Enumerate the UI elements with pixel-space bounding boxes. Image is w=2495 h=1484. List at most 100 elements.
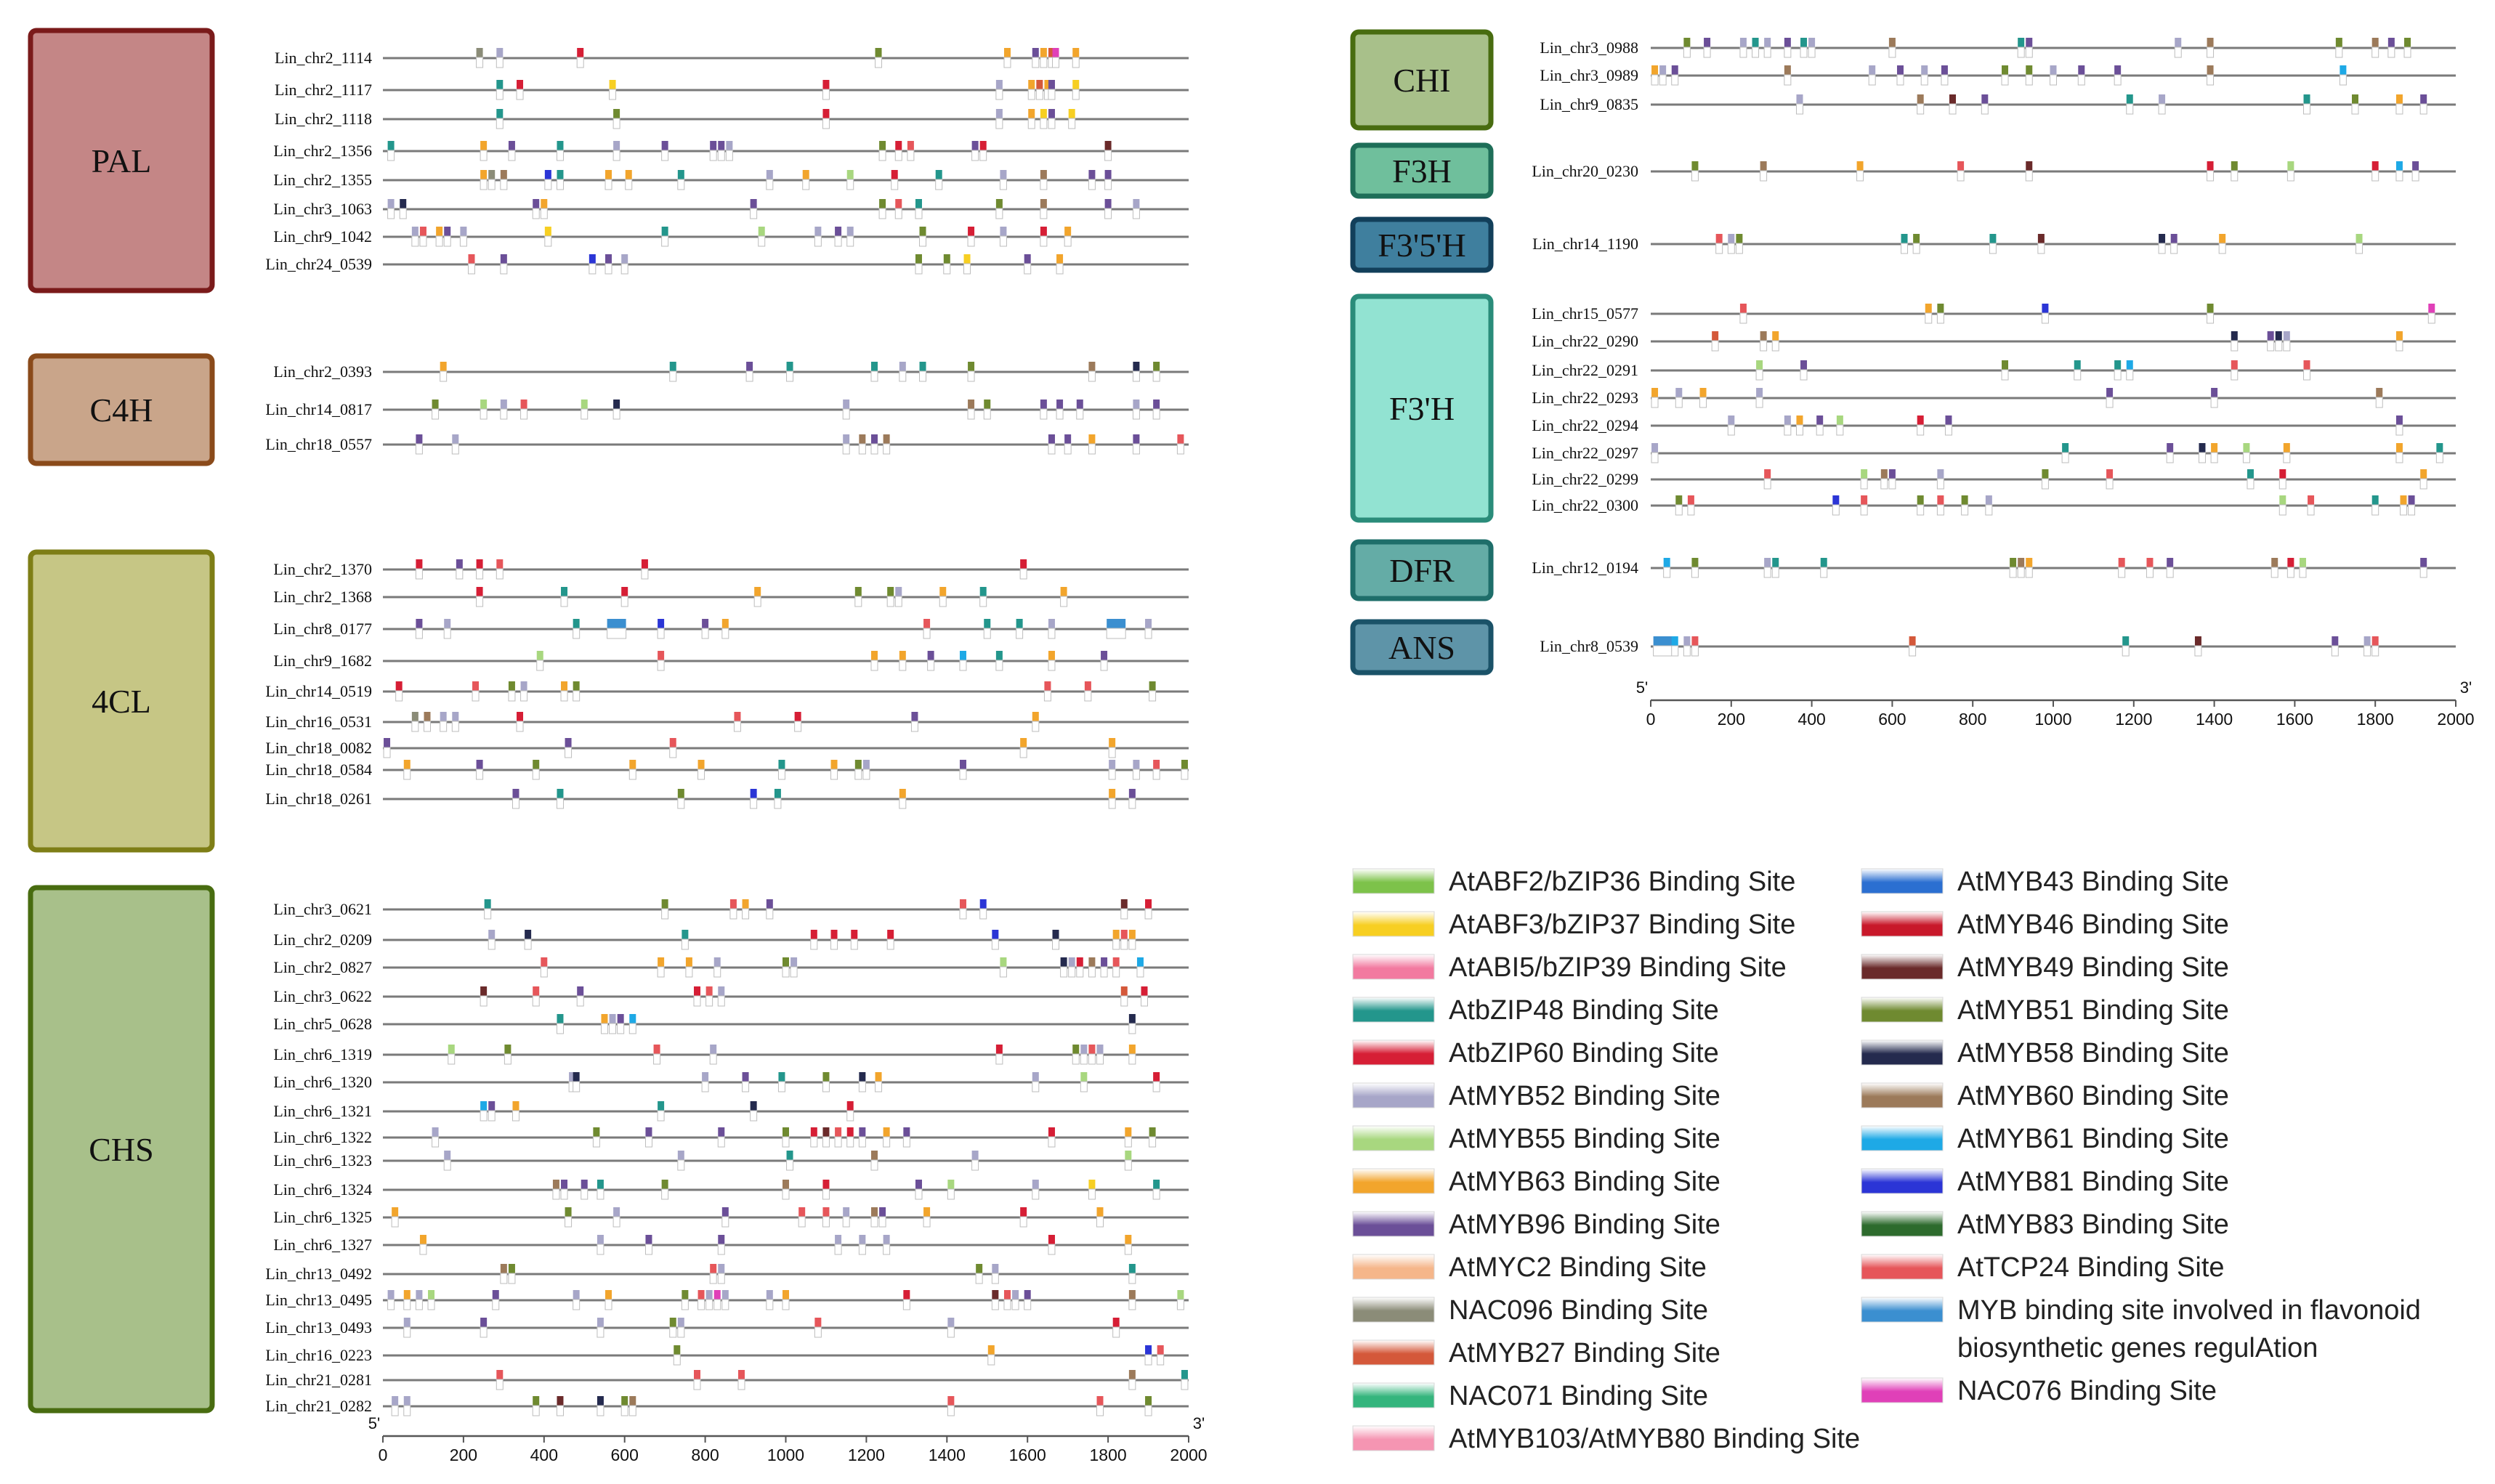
site-mark bbox=[520, 681, 527, 691]
binding-site-atmyb52 bbox=[1985, 495, 1993, 516]
site-mark bbox=[710, 141, 717, 150]
binding-site-nac096 bbox=[488, 170, 496, 190]
binding-site-atmyb51 bbox=[1683, 38, 1691, 58]
site-mark bbox=[565, 1207, 572, 1217]
site-mark bbox=[1128, 1014, 1136, 1023]
site-mark-base bbox=[899, 798, 907, 809]
site-mark bbox=[573, 619, 580, 628]
legend-item-atmyb63: AtMYB63 Binding Site bbox=[1352, 1167, 1720, 1197]
gene-label: Lin_chr6_1327 bbox=[273, 1236, 372, 1254]
site-mark bbox=[1028, 109, 1035, 118]
gene-row: Lin_chr9_1682 bbox=[273, 651, 1189, 671]
binding-site-atmyb96 bbox=[1048, 80, 1056, 100]
binding-site-atmyb52 bbox=[705, 1290, 713, 1310]
site-mark bbox=[1104, 199, 1112, 208]
site-mark bbox=[480, 170, 488, 179]
axis-tick-label: 1600 bbox=[2276, 710, 2313, 729]
site-mark-base bbox=[532, 208, 540, 219]
site-mark bbox=[613, 1207, 620, 1217]
site-mark-base bbox=[1760, 170, 1768, 182]
site-mark bbox=[1003, 48, 1011, 57]
site-mark-base bbox=[705, 1299, 713, 1310]
site-mark-base bbox=[875, 1081, 883, 1092]
site-mark bbox=[870, 651, 878, 660]
gene-family-groups: PALLin_chr2_1114Lin_chr2_1117Lin_chr2_11… bbox=[28, 28, 2456, 1416]
binding-site-atmyb51 bbox=[2025, 65, 2033, 86]
binding-site-mybflav bbox=[1653, 636, 1673, 657]
site-mark bbox=[613, 400, 620, 409]
binding-site-atmyb52 bbox=[500, 400, 508, 420]
site-mark-base bbox=[677, 179, 685, 190]
site-mark-base bbox=[500, 263, 508, 275]
site-mark-base bbox=[1961, 504, 1969, 516]
gene-row: Lin_chr2_0209 bbox=[273, 930, 1189, 950]
site-mark-base bbox=[508, 1273, 516, 1284]
site-mark bbox=[392, 1207, 399, 1217]
gene-label: Lin_chr2_0827 bbox=[273, 958, 372, 976]
binding-site-atmyb63 bbox=[1108, 738, 1116, 758]
site-mark-base bbox=[2275, 340, 2283, 352]
legend-swatch bbox=[1352, 1039, 1435, 1066]
binding-site-atbzip48 bbox=[777, 760, 785, 780]
site-mark bbox=[609, 1014, 616, 1023]
binding-site-atmyb96 bbox=[2395, 415, 2403, 436]
axis-tick-label: 1400 bbox=[2196, 710, 2233, 729]
family-name: C4H bbox=[90, 392, 153, 429]
gene-label: Lin_chr18_0584 bbox=[265, 761, 372, 779]
site-mark-base bbox=[677, 1326, 685, 1338]
legend-swatch bbox=[1352, 1339, 1435, 1366]
binding-site-atmyb96 bbox=[717, 1127, 725, 1148]
site-mark bbox=[854, 760, 862, 769]
site-mark-base bbox=[1755, 397, 1763, 408]
binding-site-atbzip60 bbox=[641, 559, 649, 580]
site-mark bbox=[1653, 636, 1673, 646]
site-mark-base bbox=[2363, 645, 2371, 657]
site-mark bbox=[1808, 38, 1816, 47]
site-mark bbox=[444, 227, 451, 236]
site-mark bbox=[705, 986, 713, 996]
site-mark-base bbox=[415, 1299, 423, 1310]
binding-site-atmyb55 bbox=[1080, 1072, 1088, 1092]
site-mark-base bbox=[1176, 443, 1184, 455]
site-mark bbox=[1133, 400, 1140, 409]
site-mark bbox=[835, 227, 842, 236]
site-mark bbox=[742, 899, 749, 909]
gene-label: Lin_chr2_0393 bbox=[273, 362, 372, 381]
binding-site-atmyb52 bbox=[677, 1318, 685, 1338]
site-mark bbox=[790, 957, 798, 967]
site-mark bbox=[2303, 94, 2310, 104]
binding-site-atmyb52 bbox=[1795, 94, 1803, 115]
gene-row: Lin_chr22_0300 bbox=[1532, 495, 2456, 516]
site-mark bbox=[541, 957, 548, 967]
binding-site-attcp24 bbox=[709, 1264, 717, 1284]
binding-site-atmyb63 bbox=[657, 957, 665, 978]
site-mark-base bbox=[2198, 452, 2206, 463]
binding-site-attcp24 bbox=[1763, 469, 1771, 490]
binding-site-atbzip48 bbox=[995, 651, 1003, 671]
site-mark bbox=[915, 199, 922, 208]
site-mark-base bbox=[2231, 340, 2239, 352]
binding-site-atbzip60 bbox=[1917, 415, 1925, 436]
binding-site-atmyb63 bbox=[1072, 48, 1080, 68]
site-mark-base bbox=[1124, 1244, 1132, 1255]
site-mark-base bbox=[830, 769, 838, 780]
site-mark-base bbox=[1104, 208, 1112, 219]
binding-site-atmyb51 bbox=[782, 1127, 790, 1148]
binding-site-attcp24 bbox=[540, 957, 548, 978]
site-mark bbox=[1028, 80, 1035, 89]
binding-site-atbzip48 bbox=[2303, 94, 2311, 115]
site-mark-base bbox=[979, 596, 987, 607]
binding-site-atmyb52 bbox=[1132, 199, 1140, 219]
binding-site-atmyb60 bbox=[1128, 1290, 1136, 1310]
binding-site-atmyb52 bbox=[842, 434, 850, 455]
binding-site-atmyb58 bbox=[2198, 443, 2206, 463]
site-mark bbox=[557, 141, 564, 150]
site-mark-base bbox=[476, 568, 484, 580]
binding-site-atbzip60 bbox=[979, 141, 987, 161]
site-mark-base bbox=[1981, 103, 1989, 115]
binding-site-atbzip48 bbox=[915, 199, 923, 219]
family-box bbox=[1350, 539, 1494, 601]
site-mark-base bbox=[403, 769, 411, 780]
site-mark-base bbox=[1108, 747, 1116, 758]
site-mark bbox=[846, 1127, 854, 1137]
